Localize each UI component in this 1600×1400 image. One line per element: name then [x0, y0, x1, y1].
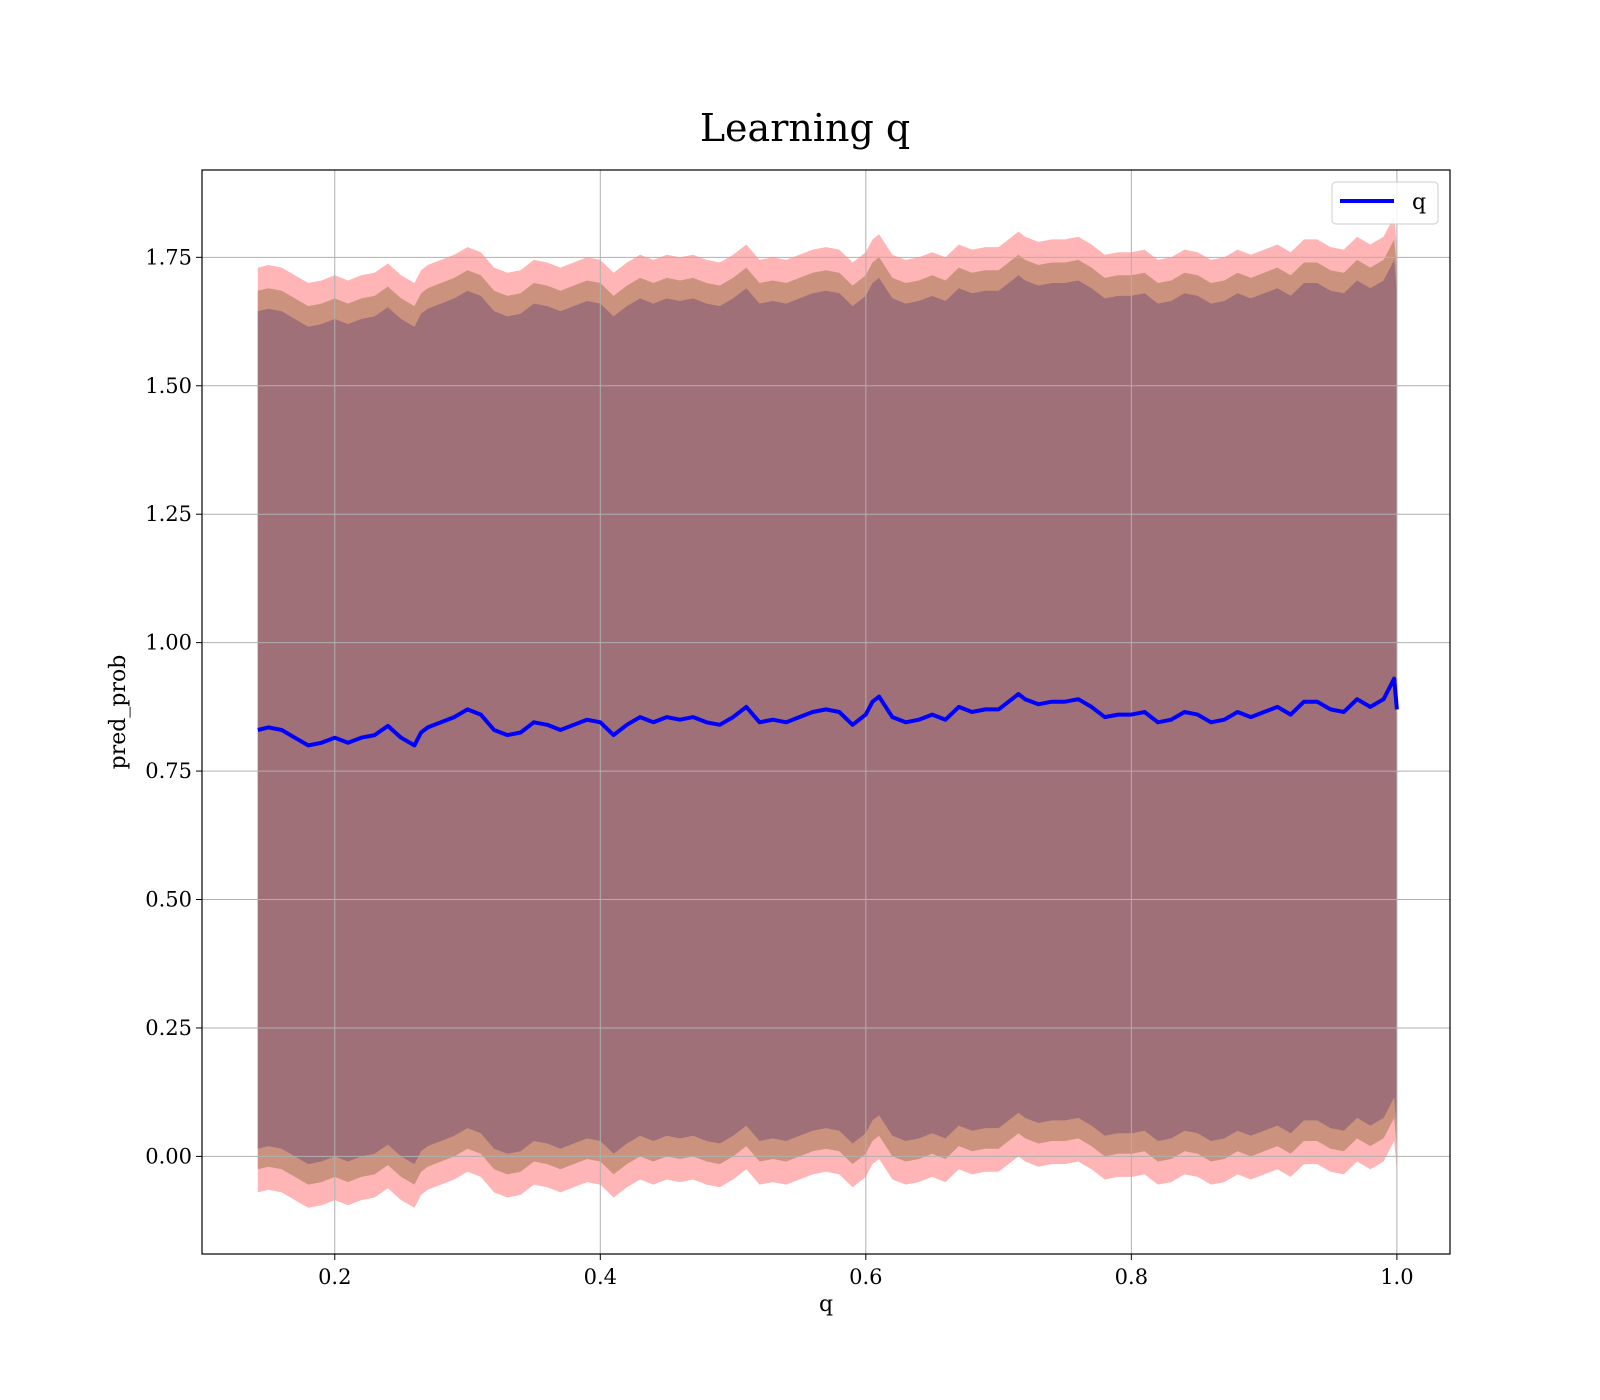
- y-tick-label-7: 1.75: [145, 245, 192, 269]
- y-tick-label-1: 0.25: [145, 1016, 192, 1040]
- confidence-band-inner: [257, 259, 1397, 1165]
- chart-title: Learning q: [700, 106, 910, 150]
- x-tick-label-2: 0.6: [849, 1265, 882, 1289]
- y-tick-label-3: 0.75: [145, 759, 192, 783]
- y-tick-label-2: 0.50: [145, 888, 192, 912]
- y-axis-label: pred_prob: [106, 655, 131, 770]
- x-tick-label-3: 0.8: [1115, 1265, 1148, 1289]
- confidence-bands: [257, 216, 1397, 1208]
- series-line-q: [257, 676, 1399, 748]
- y-tick-label-0: 0.00: [145, 1144, 192, 1168]
- x-tick-label-4: 1.0: [1380, 1265, 1413, 1289]
- x-axis-label: q: [819, 1292, 833, 1317]
- y-axis-ticks: 0.00 0.25 0.50 0.75 1.00 1.25 1.50 1.75: [145, 245, 202, 1168]
- x-axis-ticks: 0.2 0.4 0.6 0.8 1.0: [318, 1254, 1414, 1289]
- x-tick-label-0: 0.2: [318, 1265, 351, 1289]
- series-layer: [257, 676, 1399, 748]
- y-tick-label-6: 1.50: [145, 374, 192, 398]
- plot-frame: [201, 169, 1451, 1255]
- legend: q: [1331, 181, 1439, 225]
- x-tick-label-1: 0.4: [584, 1265, 617, 1289]
- grid-lines: [202, 170, 1450, 1254]
- y-tick-label-5: 1.25: [145, 502, 192, 526]
- legend-label: q: [1412, 190, 1426, 215]
- y-tick-label-4: 1.00: [145, 631, 192, 655]
